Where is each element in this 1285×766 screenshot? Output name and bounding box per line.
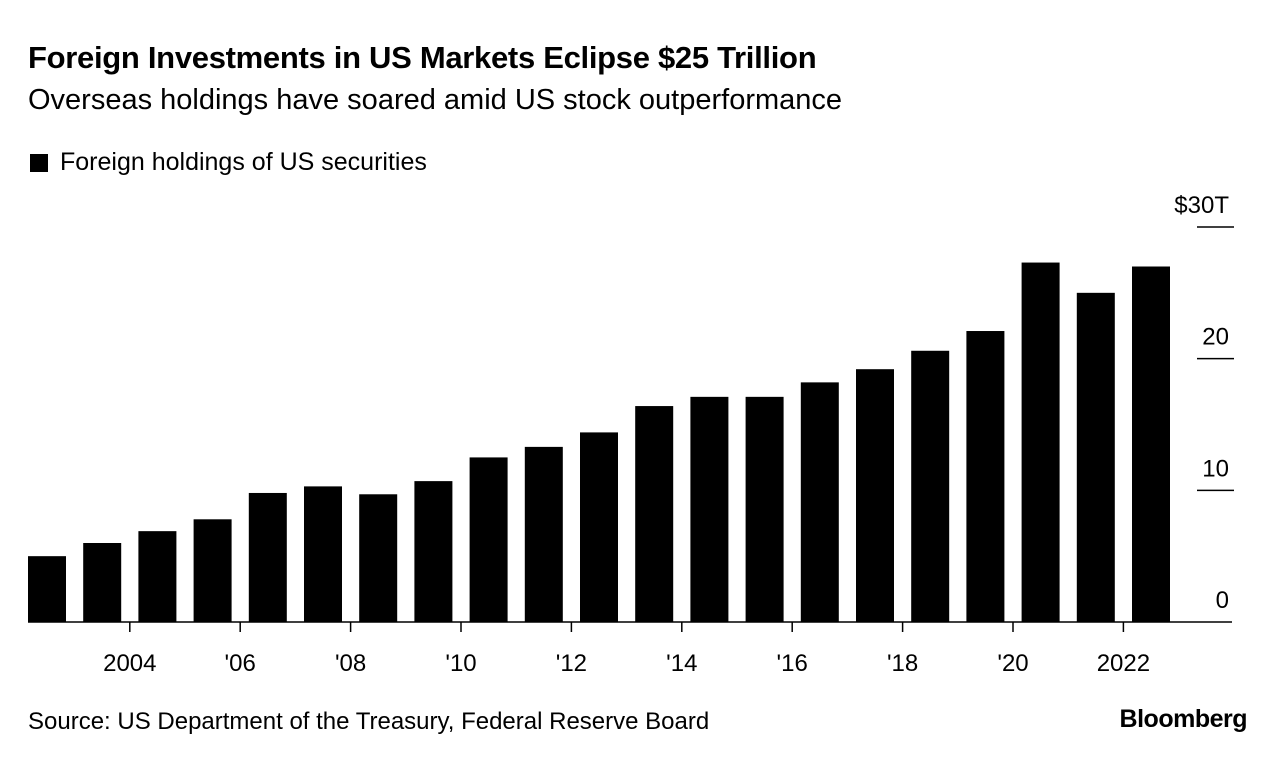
bar-2007 [248,492,287,622]
x-tick-label-2014: '14 [666,650,697,677]
y-tick-label-20: 20 [1202,324,1229,351]
bar-2016 [745,396,784,622]
bar-2023 [1132,266,1170,622]
x-tick-label-2010: '10 [445,650,476,677]
y-tick-label-0: 0 [1216,587,1229,614]
x-tick-label-2004: 2004 [103,650,156,677]
bar-2008 [304,486,342,622]
x-tick-label-2012: '12 [556,650,587,677]
source-note: Source: US Department of the Treasury, F… [28,708,710,735]
chart-subtitle: Overseas holdings have soared amid US st… [28,84,843,116]
brand-logo: Bloomberg [1119,705,1248,733]
legend: Foreign holdings of US securities [30,148,427,177]
bar-2021 [1021,262,1060,622]
x-tick-label-2006: '06 [225,650,256,677]
x-tick-label-2016: '16 [777,650,808,677]
bar-2019 [911,350,950,622]
bar-2005 [138,531,177,622]
bar-2015 [690,396,729,622]
legend-swatch [30,153,48,172]
bar-2020 [966,331,1005,622]
legend-label: Foreign holdings of US securities [60,148,427,176]
bar-2018 [856,369,894,622]
bar-2022 [1076,292,1115,622]
bar-2006 [193,519,232,622]
x-tick-label-2008: '08 [335,650,366,677]
bar-2010 [414,481,453,622]
bar-2011 [469,457,508,622]
bar-2013 [580,432,618,622]
bar-2014 [635,406,674,622]
x-tick-label-2020: '20 [997,650,1028,677]
bar-2012 [524,446,563,622]
y-tick-label-30: $30T [1174,192,1229,219]
bar-2017 [800,382,839,622]
bar-2004 [83,543,122,622]
bar-2003 [28,556,66,622]
x-tick-label-2022: 2022 [1097,650,1150,677]
chart-title: Foreign Investments in US Markets Eclips… [28,40,817,75]
x-tick-label-2018: '18 [887,650,918,677]
bar-2009 [359,494,398,622]
y-tick-label-10: 10 [1202,455,1229,482]
